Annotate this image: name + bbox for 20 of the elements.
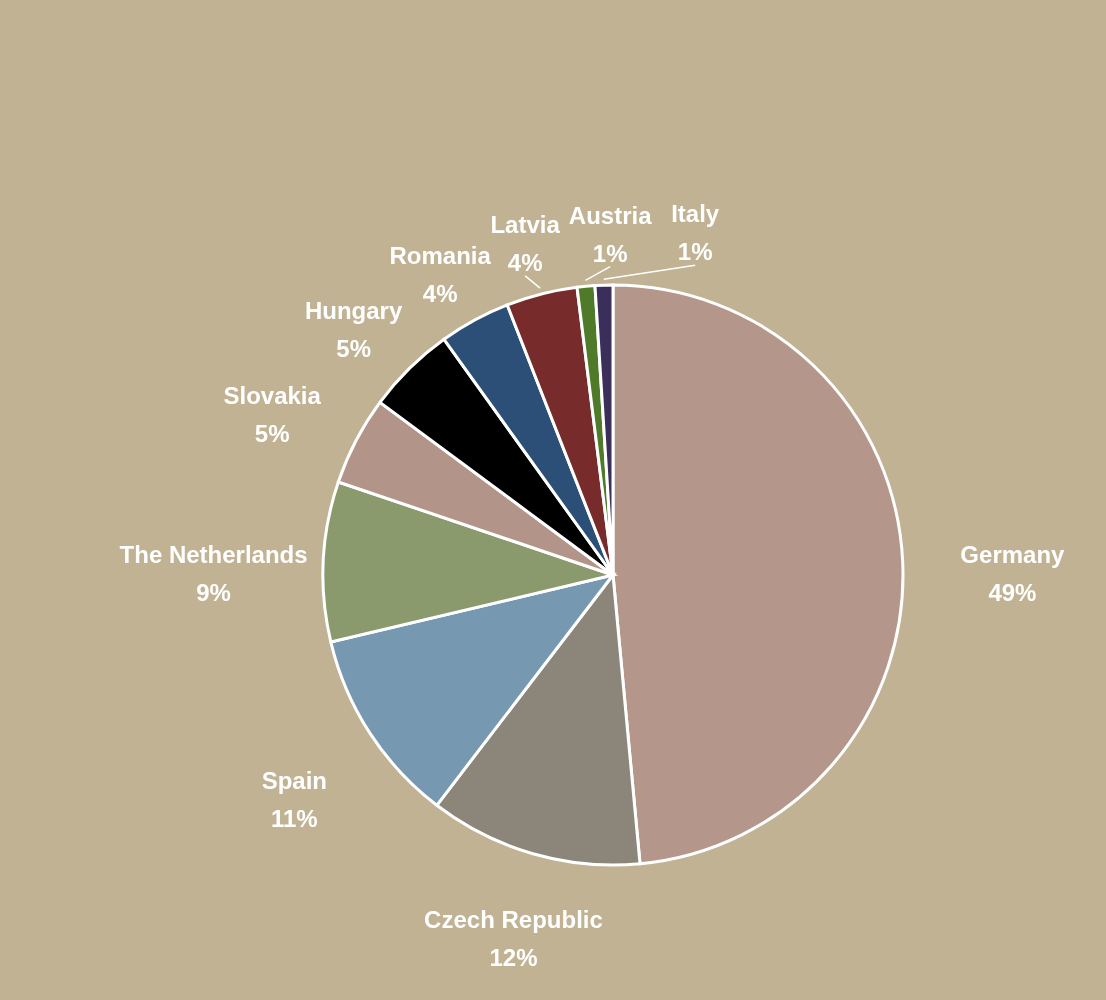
slice-label: Hungary [304, 296, 403, 324]
slice-label: Italy [671, 200, 720, 228]
slice-label: Slovakia [223, 381, 322, 409]
data-label: 9% [196, 579, 231, 607]
data-label: 4% [422, 279, 458, 307]
data-label: 12% [489, 944, 538, 972]
data-label: 5% [336, 334, 371, 362]
slice-label: Czech Republic [424, 906, 603, 934]
slice-label: Spain [261, 766, 328, 794]
slice-label: Germany [960, 541, 1066, 569]
data-label: 11% [270, 804, 318, 832]
slice-label: The Netherlands [119, 541, 308, 569]
data-label: 1% [677, 238, 713, 266]
slice-label: Latvia [490, 210, 561, 238]
data-label: 5% [254, 419, 290, 447]
data-label: 4% [507, 248, 543, 276]
slice-label: Romania [389, 241, 492, 269]
data-label: 49% [988, 579, 1037, 607]
slice-label: Austria [568, 201, 653, 229]
data-label: 1% [592, 239, 628, 267]
